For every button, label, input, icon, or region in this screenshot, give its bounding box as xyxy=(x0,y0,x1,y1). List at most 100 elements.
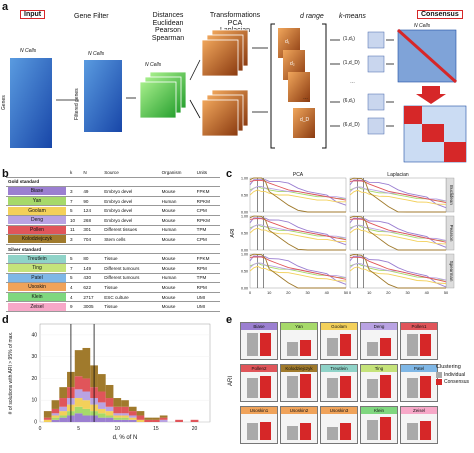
cell-n: 704 xyxy=(81,234,103,245)
histogram-bar xyxy=(51,419,60,422)
x-tick-label: 50 xyxy=(344,291,348,295)
d-matrix-3 xyxy=(288,72,310,102)
dataset-swatch: Treutlein xyxy=(6,253,68,264)
histogram-bar xyxy=(159,417,168,420)
table-row: Zeisel 9 3005 Tissue Mouse UMI xyxy=(6,301,220,312)
x-tick-label: 10 xyxy=(267,291,271,295)
table-row: Biase 3 49 Embryo devel Mouse FPKM xyxy=(6,186,220,197)
facet-panel: Treutlein xyxy=(320,364,358,402)
individual-bar xyxy=(287,425,298,440)
histogram-bar xyxy=(43,417,52,420)
cell-source: Different tumours xyxy=(102,263,160,274)
facet-row-label: Pearson xyxy=(449,225,454,242)
dataset-swatch: Zeisel xyxy=(6,301,68,312)
y-tick-label: 0.00 xyxy=(241,287,248,291)
table-row: Patel 5 430 Different tumours Human TPM xyxy=(6,273,220,284)
histogram-bar xyxy=(113,413,122,416)
cell-n: 622 xyxy=(81,282,103,293)
y-tick-label: 0.50 xyxy=(241,270,248,274)
series-line xyxy=(349,179,447,209)
consensus-bar xyxy=(380,417,391,440)
legend-swatch xyxy=(436,372,442,378)
histogram-bar xyxy=(51,413,60,416)
dataset-swatch: Yan xyxy=(6,196,68,207)
consensus-arrow xyxy=(416,86,446,104)
histogram-bar xyxy=(74,398,83,407)
cell-source: Different tumours xyxy=(102,273,160,284)
cell-units: UMI xyxy=(194,301,220,312)
y-tick-label: 1.00 xyxy=(241,253,248,257)
series-line xyxy=(249,177,346,213)
panel-d-letter: d xyxy=(2,314,9,326)
individual-bar xyxy=(287,376,298,398)
x-tick-label: 30 xyxy=(305,291,309,295)
histogram-bar xyxy=(82,378,91,392)
y-tick-label: 0 xyxy=(34,420,37,426)
facet-panel: Zeisel xyxy=(400,406,438,444)
cell-units: TPM xyxy=(194,273,220,284)
consensus-bar xyxy=(300,374,311,398)
facet-title: Goolam xyxy=(321,323,357,330)
dataset-name: Treutlein xyxy=(8,254,66,263)
table-header: k N Source Organism Units xyxy=(6,168,220,178)
facet-panel: Usoskin2 xyxy=(280,406,318,444)
histogram-bar xyxy=(121,419,129,422)
cell-n: 90 xyxy=(81,196,103,207)
series-line xyxy=(249,255,347,285)
consensus-bar xyxy=(380,375,391,398)
panel-d-chart: 0 10 20 30 40 0 5 10 15 20 d, % of N # of solutions… xyxy=(8,323,211,441)
panel-c-chart: PCALaplacianARId, % of NEuclidean0.000.5… xyxy=(230,172,455,295)
cell-units: TPM xyxy=(194,225,220,236)
histogram-bar xyxy=(113,417,122,420)
histogram-bar xyxy=(105,417,114,422)
facet-panel xyxy=(249,177,347,213)
series-line xyxy=(349,228,447,245)
facet-panel: Pollen2 xyxy=(240,364,278,402)
distance-euclidean: Euclidean xyxy=(152,19,184,27)
transformations-title-text: Transformations xyxy=(209,12,261,19)
series-line xyxy=(349,177,446,213)
histogram-bar xyxy=(113,398,122,407)
facet-title: Zeisel xyxy=(401,407,437,414)
cell-units: FPKM xyxy=(194,253,220,264)
y-tick-label: 40 xyxy=(31,332,37,338)
series-line xyxy=(249,253,346,289)
dataset-name: Pollen xyxy=(8,225,66,234)
facet-title: Klein xyxy=(361,407,397,414)
cell-n: 2717 xyxy=(81,292,103,303)
dataset-swatch: Goolam xyxy=(6,205,68,216)
facet-title: Treutlein xyxy=(321,365,357,372)
cell-source: Tissue xyxy=(102,301,160,312)
legend-label: Individual xyxy=(444,372,466,378)
consensus-bar xyxy=(420,420,431,440)
x-tick-label: 0 xyxy=(349,291,351,295)
histogram-bar xyxy=(128,417,137,420)
dataset-name: Kolodziejczyk xyxy=(8,235,66,244)
facet-title: Deng xyxy=(361,323,397,330)
x-tick-label: 10 xyxy=(114,426,120,432)
histogram-bar xyxy=(51,400,60,409)
table-row: Deng 10 268 Embryo devel Mouse RPKM xyxy=(6,215,220,226)
histogram-bar xyxy=(136,415,145,420)
series-line xyxy=(249,218,347,241)
consensus-bar xyxy=(340,376,351,398)
cell-k: 4 xyxy=(68,292,82,303)
dataset-swatch: Deng xyxy=(6,215,68,226)
individual-bar xyxy=(407,377,418,398)
histogram-bar xyxy=(59,387,68,399)
series-line xyxy=(349,253,446,289)
input-matrix xyxy=(10,58,52,148)
series-line xyxy=(349,215,446,251)
cell-n: 80 xyxy=(81,253,103,264)
cell-source: Embryo devel xyxy=(102,205,160,216)
individual-bar xyxy=(367,378,378,398)
y-tick-label: 0.50 xyxy=(241,232,248,236)
individual-bar xyxy=(407,423,418,440)
histogram-bar xyxy=(59,398,68,407)
facet-title: Patel xyxy=(401,365,437,372)
histogram-bar xyxy=(97,413,106,418)
histogram-bar xyxy=(152,417,160,420)
cell-k: 11 xyxy=(68,225,82,236)
histogram-bar xyxy=(105,406,114,412)
cell-organism: Human xyxy=(159,196,195,207)
